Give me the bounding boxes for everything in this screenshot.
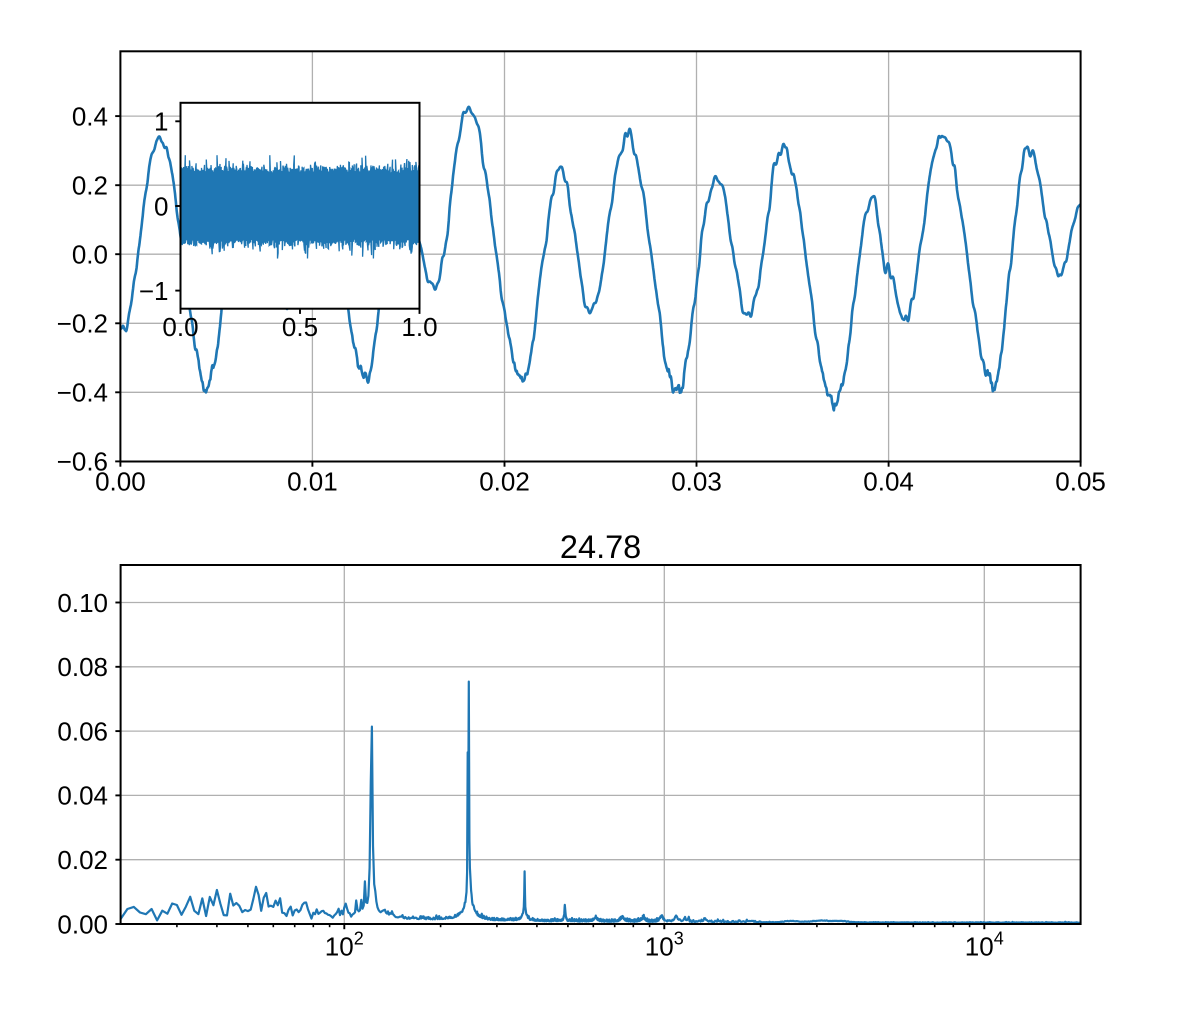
svg-text:0.04: 0.04 — [57, 781, 108, 811]
svg-text:3: 3 — [674, 929, 684, 949]
svg-text:0.03: 0.03 — [671, 467, 722, 497]
svg-text:4: 4 — [994, 929, 1004, 949]
svg-text:0.05: 0.05 — [1055, 467, 1106, 497]
svg-text:0.02: 0.02 — [479, 467, 530, 497]
svg-text:10: 10 — [325, 932, 354, 962]
svg-text:1.0: 1.0 — [401, 312, 437, 342]
svg-text:10: 10 — [965, 932, 994, 962]
svg-text:0: 0 — [154, 191, 168, 221]
svg-text:−0.6: −0.6 — [57, 447, 108, 477]
svg-text:0.4: 0.4 — [72, 101, 108, 131]
svg-text:0.06: 0.06 — [57, 716, 108, 746]
svg-text:0.08: 0.08 — [57, 652, 108, 682]
svg-text:0.04: 0.04 — [863, 467, 914, 497]
svg-text:2: 2 — [354, 929, 364, 949]
svg-text:0.0: 0.0 — [72, 240, 108, 270]
svg-text:0.00: 0.00 — [57, 909, 108, 939]
svg-text:−1: −1 — [139, 276, 169, 306]
svg-text:0.01: 0.01 — [287, 467, 338, 497]
svg-text:1: 1 — [154, 107, 168, 137]
svg-text:0.2: 0.2 — [72, 171, 108, 201]
svg-text:0.5: 0.5 — [282, 312, 318, 342]
svg-text:0.10: 0.10 — [57, 588, 108, 618]
svg-text:0.0: 0.0 — [162, 312, 198, 342]
svg-text:−0.4: −0.4 — [57, 378, 108, 408]
svg-text:10: 10 — [645, 932, 674, 962]
svg-text:−0.2: −0.2 — [57, 309, 108, 339]
svg-text:0.00: 0.00 — [95, 467, 146, 497]
svg-text:24.78: 24.78 — [560, 529, 641, 565]
svg-text:0.02: 0.02 — [57, 845, 108, 875]
